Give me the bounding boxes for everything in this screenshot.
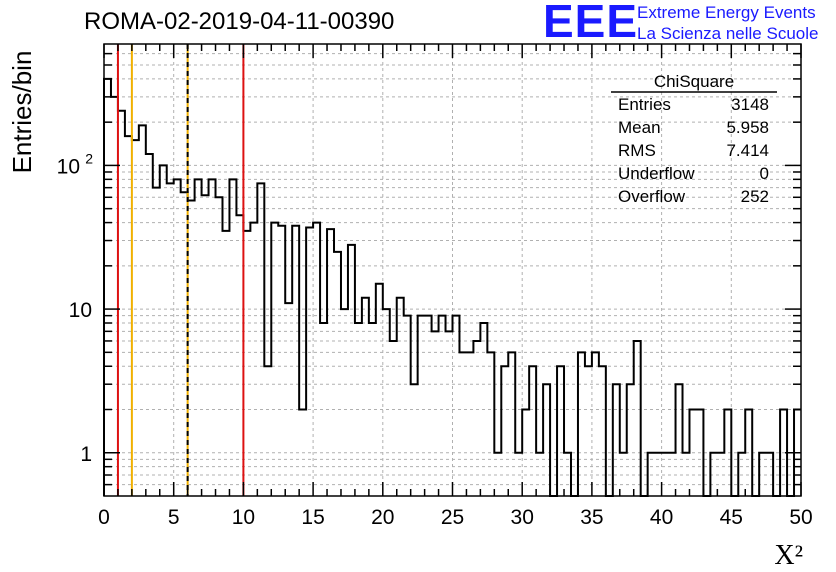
stats-row-label: RMS [618,141,656,160]
stats-row-label: Underflow [618,164,695,183]
y-tick-label: 10 [57,155,80,178]
x-tick-label: 10 [232,506,255,529]
y-tick-label: 10 [69,299,92,322]
x-tick-label: 35 [580,506,603,529]
stats-row-label: Mean [618,118,661,137]
stats-row-label: Overflow [618,187,686,206]
chart-title: ROMA-02-2019-04-11-00390 [84,8,395,35]
x-tick-label: 5 [168,506,180,529]
eee-logo: EEE [543,0,639,47]
logo-tagline-2: La Scienza nelle Scuole [637,24,819,43]
stats-row-value: 5.958 [726,118,769,137]
histogram-line [103,77,801,497]
stats-row-value: 252 [741,187,769,206]
x-tick-label: 45 [720,506,743,529]
y-tick-label: 1 [80,443,92,466]
x-tick-label: 0 [98,506,110,529]
x-tick-label: 40 [650,506,673,529]
y-tick-label-exponent: 2 [85,150,93,166]
y-axis-label: Entries/bin [7,51,37,174]
x-tick-label: 25 [441,506,464,529]
logo-tagline-1: Extreme Energy Events [637,3,816,22]
x-tick-label: 50 [789,506,812,529]
stats-row-value: 3148 [731,95,769,114]
stats-title: ChiSquare [654,72,734,91]
x-tick-label: 20 [371,506,394,529]
x-tick-label: 15 [301,506,324,529]
stats-row-value: 7.414 [726,141,769,160]
stats-row-label: Entries [618,95,671,114]
stats-row-value: 0 [760,164,769,183]
x-tick-label: 30 [511,506,534,529]
x-axis-label: X² [774,540,803,571]
